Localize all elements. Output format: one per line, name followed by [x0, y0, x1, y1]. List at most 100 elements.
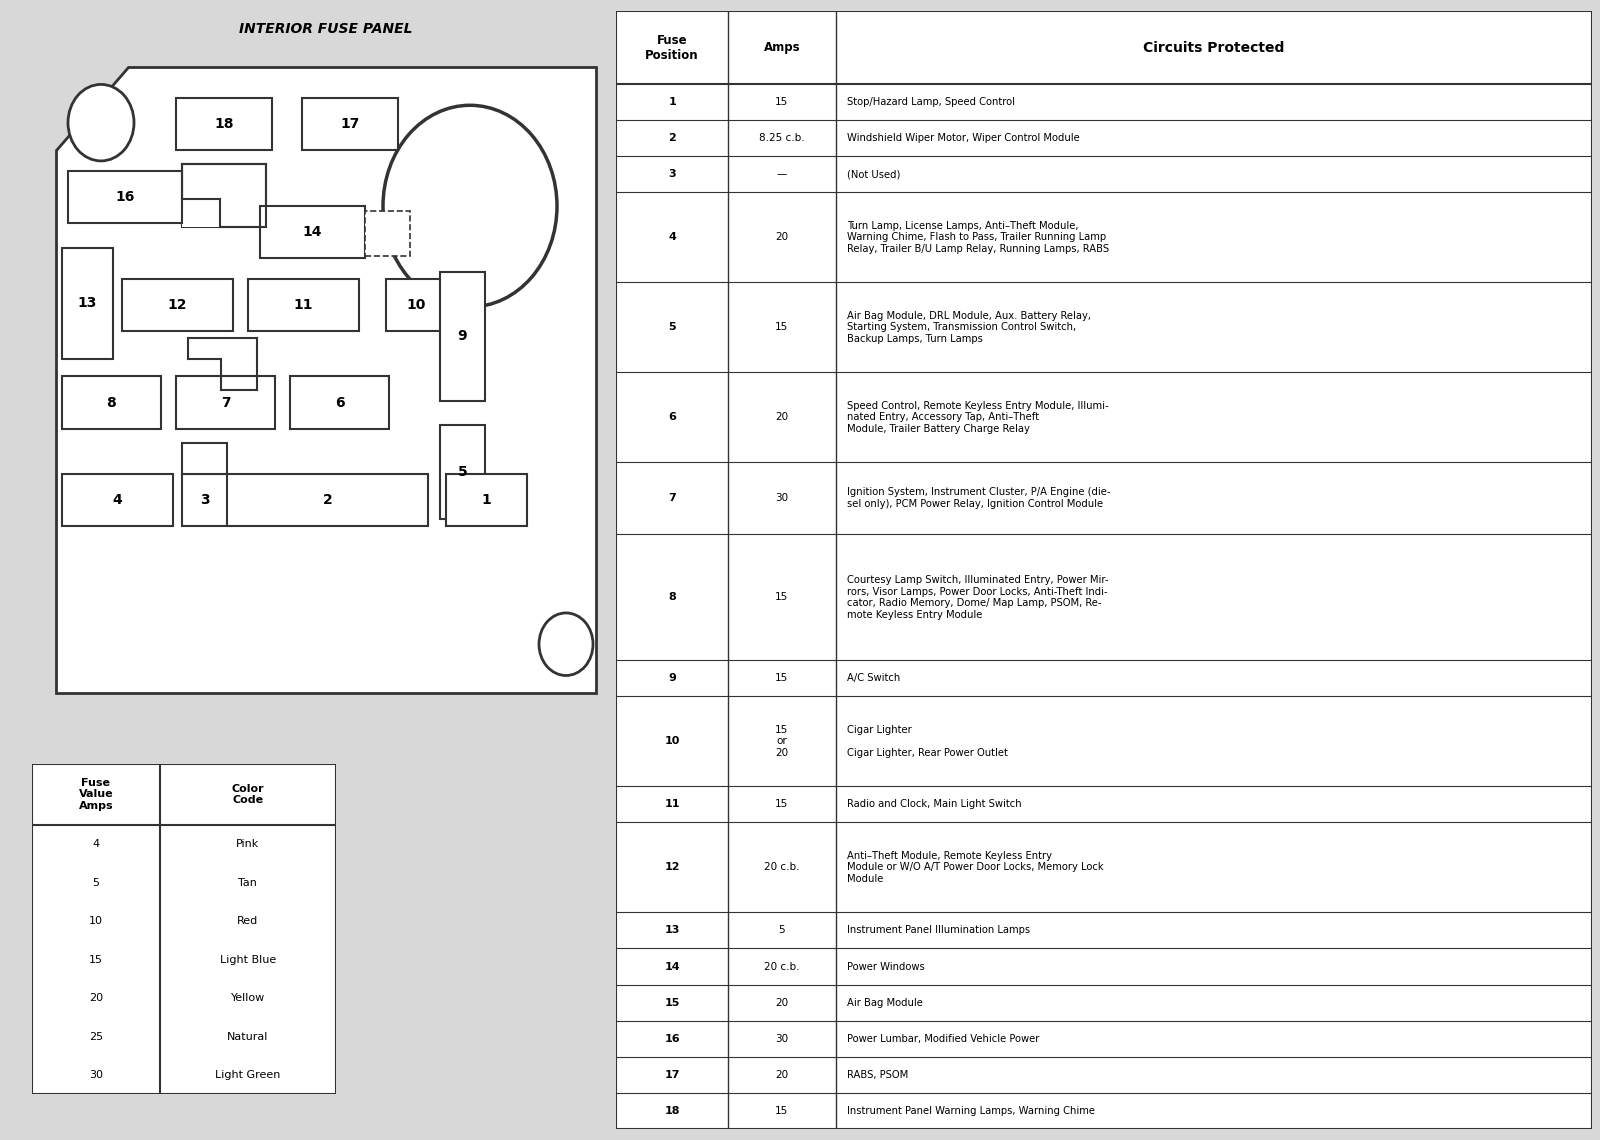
Text: Air Bag Module, DRL Module, Aux. Battery Relay,
Starting System, Transmission Co: Air Bag Module, DRL Module, Aux. Battery… [848, 310, 1091, 344]
Text: 10: 10 [406, 299, 426, 312]
Text: 15: 15 [776, 323, 789, 332]
Bar [176, 376, 275, 429]
Text: INTERIOR FUSE PANEL: INTERIOR FUSE PANEL [240, 22, 413, 35]
Text: Turn Lamp, License Lamps, Anti–Theft Module,
Warning Chime, Flash to Pass, Trail: Turn Lamp, License Lamps, Anti–Theft Mod… [848, 220, 1109, 254]
Text: 12: 12 [168, 299, 187, 312]
Text: 15: 15 [90, 954, 102, 964]
Text: Yellow: Yellow [230, 993, 266, 1003]
Text: 6: 6 [669, 413, 677, 422]
Bar [386, 279, 446, 332]
Text: Instrument Panel Warning Lamps, Warning Chime: Instrument Panel Warning Lamps, Warning … [848, 1106, 1096, 1116]
Bar [182, 198, 219, 227]
Polygon shape [56, 67, 595, 693]
Text: 13: 13 [78, 296, 98, 310]
Text: Color
Code: Color Code [232, 783, 264, 805]
Text: 2: 2 [323, 492, 333, 507]
Text: 9: 9 [458, 329, 467, 343]
Bar [302, 98, 398, 150]
Text: 1: 1 [669, 97, 675, 107]
Text: 16: 16 [664, 1034, 680, 1043]
Text: A/C Switch: A/C Switch [848, 674, 901, 683]
Text: 20: 20 [776, 1069, 789, 1080]
Text: Amps: Amps [763, 41, 800, 55]
Text: 15: 15 [776, 593, 789, 602]
Text: 1: 1 [482, 492, 491, 507]
Text: 20: 20 [776, 413, 789, 422]
Text: Windshield Wiper Motor, Wiper Control Module: Windshield Wiper Motor, Wiper Control Mo… [848, 133, 1080, 142]
Text: Light Green: Light Green [214, 1070, 280, 1081]
Text: 3: 3 [200, 492, 210, 507]
Text: 15: 15 [776, 1106, 789, 1116]
Text: 30: 30 [776, 494, 789, 503]
Text: 15: 15 [776, 97, 789, 107]
Text: Power Windows: Power Windows [848, 961, 925, 971]
Text: —: — [776, 169, 787, 179]
Text: 20 c.b.: 20 c.b. [765, 863, 800, 872]
Text: 15
or
20: 15 or 20 [776, 725, 789, 758]
Text: Ignition System, Instrument Cluster, P/A Engine (die-
sel only), PCM Power Relay: Ignition System, Instrument Cluster, P/A… [848, 488, 1110, 510]
Bar [446, 474, 526, 526]
Text: 20 c.b.: 20 c.b. [765, 961, 800, 971]
Text: 7: 7 [669, 494, 675, 503]
Text: Courtesy Lamp Switch, Illuminated Entry, Power Mir-
rors, Visor Lamps, Power Doo: Courtesy Lamp Switch, Illuminated Entry,… [848, 575, 1109, 620]
Text: Cigar Lighter

Cigar Lighter, Rear Power Outlet: Cigar Lighter Cigar Lighter, Rear Power … [848, 725, 1008, 758]
Bar [440, 425, 485, 519]
Text: 15: 15 [664, 998, 680, 1008]
Text: 15: 15 [776, 674, 789, 683]
Text: Red: Red [237, 917, 259, 926]
Text: 11: 11 [294, 299, 314, 312]
Bar [67, 171, 182, 223]
Circle shape [382, 105, 557, 307]
Text: 30: 30 [90, 1070, 102, 1081]
Text: Natural: Natural [227, 1032, 269, 1042]
Bar [176, 98, 272, 150]
Text: Light Blue: Light Blue [219, 954, 275, 964]
Text: Pink: Pink [237, 839, 259, 849]
Text: 14: 14 [302, 226, 322, 239]
Circle shape [539, 613, 594, 676]
Text: 3: 3 [669, 169, 675, 179]
Bar [62, 376, 162, 429]
Text: 18: 18 [214, 117, 234, 131]
Text: 8: 8 [107, 396, 117, 409]
Text: 20: 20 [776, 998, 789, 1008]
Bar [182, 442, 227, 474]
Text: Air Bag Module: Air Bag Module [848, 998, 923, 1008]
Text: 11: 11 [664, 799, 680, 809]
Text: 17: 17 [341, 117, 360, 131]
Text: 12: 12 [664, 863, 680, 872]
Text: 4: 4 [112, 492, 122, 507]
Text: Power Lumbar, Modified Vehicle Power: Power Lumbar, Modified Vehicle Power [848, 1034, 1040, 1043]
Bar [62, 247, 114, 359]
Text: Circuits Protected: Circuits Protected [1142, 41, 1285, 55]
Text: 5: 5 [458, 465, 467, 479]
Text: 10: 10 [90, 917, 102, 926]
Text: RABS, PSOM: RABS, PSOM [848, 1069, 909, 1080]
Text: Fuse
Value
Amps: Fuse Value Amps [78, 777, 114, 811]
Text: 30: 30 [776, 1034, 789, 1043]
Text: 14: 14 [664, 961, 680, 971]
Text: Instrument Panel Illumination Lamps: Instrument Panel Illumination Lamps [848, 926, 1030, 936]
Text: 13: 13 [664, 926, 680, 936]
Bar [440, 272, 485, 401]
Bar [182, 164, 266, 227]
Text: 9: 9 [669, 674, 677, 683]
Text: (Not Used): (Not Used) [848, 169, 901, 179]
Text: 18: 18 [664, 1106, 680, 1116]
Bar [62, 474, 173, 526]
Bar [259, 206, 365, 259]
Text: 5: 5 [779, 926, 786, 936]
Bar [122, 279, 234, 332]
Text: 20: 20 [776, 233, 789, 242]
Text: Fuse
Position: Fuse Position [645, 34, 699, 62]
Text: Stop/Hazard Lamp, Speed Control: Stop/Hazard Lamp, Speed Control [848, 97, 1016, 107]
Text: 7: 7 [221, 396, 230, 409]
Text: 16: 16 [115, 190, 134, 204]
Text: 2: 2 [669, 133, 675, 142]
Bar [182, 474, 429, 526]
Text: Tan: Tan [238, 878, 258, 888]
Text: 5: 5 [669, 323, 675, 332]
Text: 15: 15 [776, 799, 789, 809]
Text: Anti–Theft Module, Remote Keyless Entry
Module or W/O A/T Power Door Locks, Memo: Anti–Theft Module, Remote Keyless Entry … [848, 850, 1104, 884]
Text: 20: 20 [88, 993, 102, 1003]
